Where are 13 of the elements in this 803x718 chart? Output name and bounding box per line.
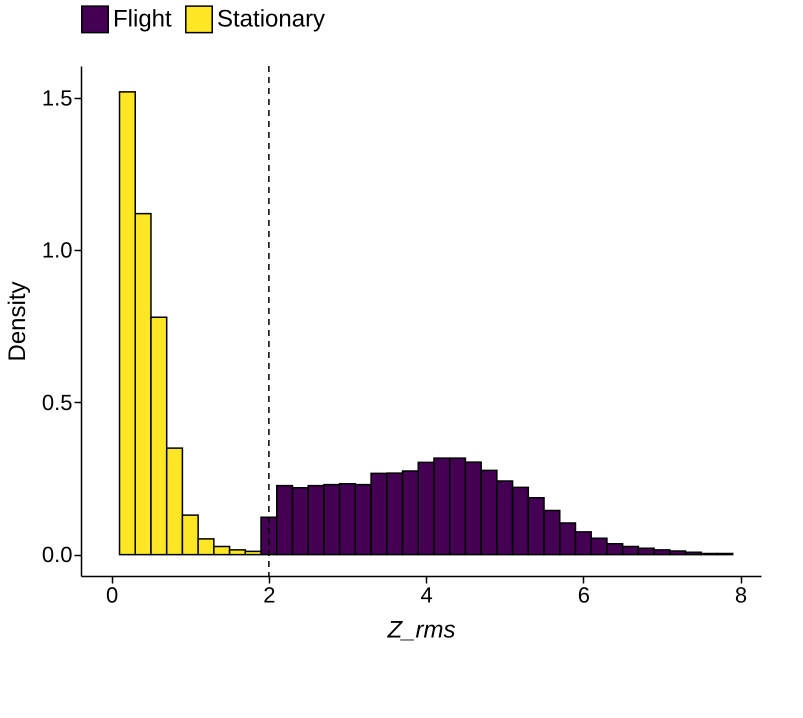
y-axis-title: Density bbox=[4, 281, 31, 362]
legend-label: Flight bbox=[113, 5, 172, 32]
legend-label: Stationary bbox=[217, 5, 326, 32]
x-tick-label: 4 bbox=[420, 582, 433, 608]
x-tick-label: 8 bbox=[734, 582, 748, 608]
y-tick-label: 1.0 bbox=[42, 238, 72, 263]
y-tick-label: 0.5 bbox=[42, 390, 72, 415]
x-tick-label: 0 bbox=[106, 582, 118, 608]
x-tick-label: 2 bbox=[263, 582, 276, 608]
x-tick-label: 6 bbox=[578, 582, 590, 608]
y-tick-label: 1.5 bbox=[42, 85, 72, 110]
x-axis-title: Z_rms bbox=[386, 616, 456, 644]
y-tick-label: 0.0 bbox=[42, 542, 72, 568]
